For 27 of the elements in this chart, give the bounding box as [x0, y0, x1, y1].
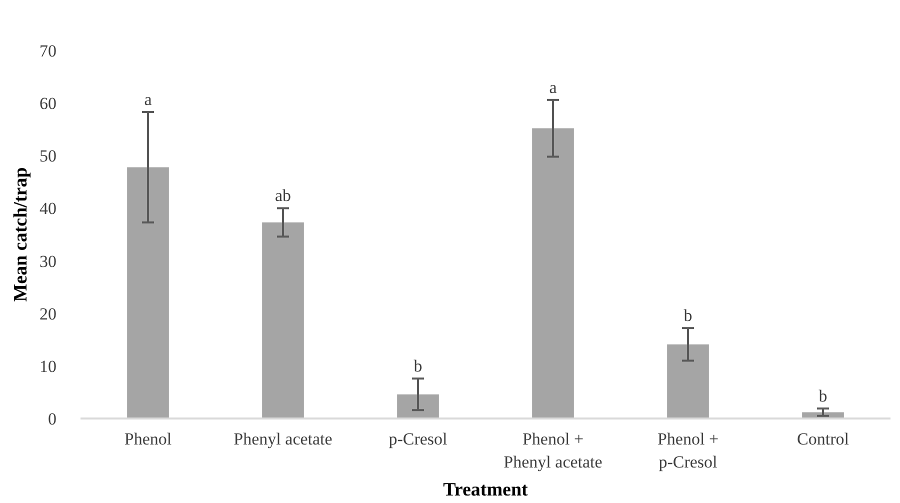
x-tick-label: Phenol + p-Cresol — [657, 430, 719, 472]
y-axis-title: Mean catch/trap — [10, 167, 32, 302]
y-tick-label: 30 — [40, 252, 56, 271]
bar — [532, 128, 574, 418]
annotation: a — [144, 90, 152, 110]
y-tick-label: 70 — [40, 42, 56, 60]
annotation: b — [818, 386, 828, 406]
x-tick-label: Phenol + Phenyl acetate — [504, 430, 602, 472]
x-axis-title: Treatment — [443, 479, 529, 500]
y-tick-label: 60 — [40, 94, 56, 114]
bar — [262, 222, 304, 418]
y-tick-label: 40 — [40, 199, 56, 218]
x-tick-label: Phenyl acetate — [234, 430, 332, 448]
x-tick-label: Phenol — [124, 430, 172, 448]
annotation: a — [549, 78, 558, 97]
y-tick-label: 10 — [40, 356, 56, 376]
y-tick-label: 0 — [48, 410, 56, 428]
bar — [667, 344, 709, 418]
x-tick-label: Control — [797, 430, 850, 448]
annotation: b — [684, 306, 692, 326]
annotation: ab — [274, 186, 292, 206]
x-tick-label: p-Cresol — [388, 430, 448, 448]
y-tick-label: 20 — [40, 304, 56, 324]
y-tick-label: 50 — [40, 146, 56, 166]
bar — [397, 394, 439, 418]
bar — [127, 167, 169, 418]
annotation: b — [414, 356, 422, 376]
